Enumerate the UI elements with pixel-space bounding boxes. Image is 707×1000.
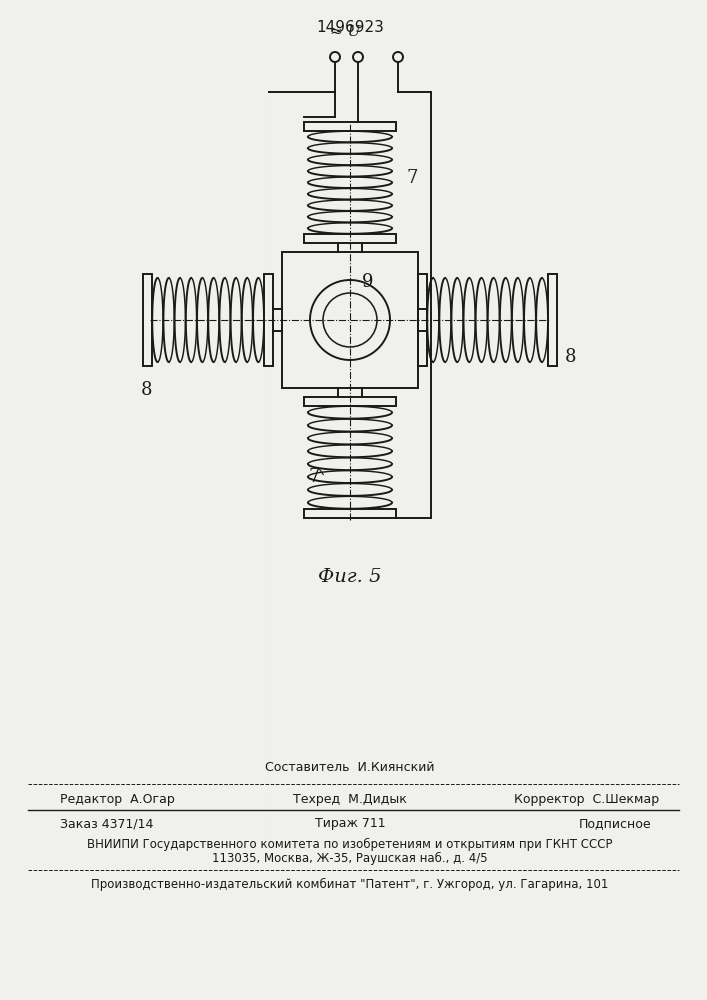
Text: 7: 7 xyxy=(309,468,320,486)
Text: Техред  М.Дидык: Техред М.Дидык xyxy=(293,794,407,806)
Text: Подписное: Подписное xyxy=(579,818,652,830)
Text: Составитель  И.Киянский: Составитель И.Киянский xyxy=(265,761,435,774)
Text: 7: 7 xyxy=(406,169,417,187)
Text: Заказ 4371/14: Заказ 4371/14 xyxy=(60,818,153,830)
Bar xyxy=(304,509,396,518)
Text: Фиг. 5: Фиг. 5 xyxy=(318,568,382,586)
Bar xyxy=(264,274,273,366)
Text: 8: 8 xyxy=(565,348,576,366)
Bar xyxy=(548,274,557,366)
Bar xyxy=(304,122,396,131)
Text: 1496923: 1496923 xyxy=(316,20,384,35)
Bar xyxy=(282,252,418,388)
Bar xyxy=(304,397,396,406)
Text: 8: 8 xyxy=(141,381,153,399)
Text: Производственно-издательский комбинат "Патент", г. Ужгород, ул. Гагарина, 101: Производственно-издательский комбинат "П… xyxy=(91,877,609,891)
Bar xyxy=(304,234,396,243)
Text: Редактор  А.Огар: Редактор А.Огар xyxy=(60,794,175,806)
Text: 113035, Москва, Ж-35, Раушская наб., д. 4/5: 113035, Москва, Ж-35, Раушская наб., д. … xyxy=(212,851,488,865)
Text: ≈ U: ≈ U xyxy=(330,25,361,39)
Text: Тираж 711: Тираж 711 xyxy=(315,818,385,830)
Text: Корректор  С.Шекмар: Корректор С.Шекмар xyxy=(514,794,659,806)
Bar xyxy=(418,274,427,366)
Text: 9: 9 xyxy=(362,273,373,291)
Text: ВНИИПИ Государственного комитета по изобретениям и открытиям при ГКНТ СССР: ВНИИПИ Государственного комитета по изоб… xyxy=(87,837,613,851)
Bar xyxy=(143,274,152,366)
